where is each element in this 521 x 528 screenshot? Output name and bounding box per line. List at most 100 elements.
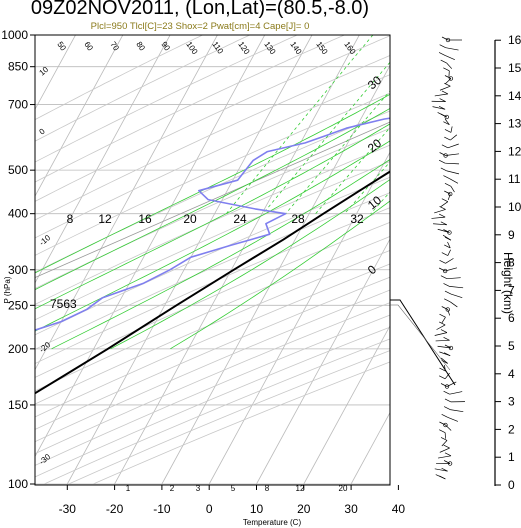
wind-barb-calm (448, 345, 454, 351)
wind-barb (438, 52, 446, 56)
wind-barb (440, 113, 447, 118)
mixing-ratio-label: 1 (126, 484, 131, 493)
wind-barb (441, 413, 448, 418)
moist-adiabat-label: 20 (183, 212, 197, 226)
wind-barb (443, 390, 450, 395)
wind-barb (437, 455, 452, 459)
wind-barb (432, 106, 446, 110)
wind-barb (443, 460, 451, 464)
x-tick-label: -10 (153, 502, 171, 516)
wind-barb (445, 424, 452, 431)
wind-barb (444, 190, 451, 195)
wind-barb (450, 134, 458, 141)
wind-barb (439, 421, 446, 426)
x-tick-label: 10 (250, 502, 264, 516)
wind-barb (445, 47, 459, 51)
height-axis-title: Height (km) (501, 252, 515, 314)
moist-adiabat-line (35, 107, 390, 291)
wind-barb (444, 344, 452, 349)
x-tick-label: 20 (297, 502, 311, 516)
height-tick-label: 14 (508, 89, 521, 103)
dry-adiabat-line (35, 35, 390, 202)
wind-barb (441, 317, 446, 324)
wind-barb (447, 309, 450, 316)
wind-barbs (431, 36, 465, 480)
wind-barb (441, 360, 448, 364)
height-tick-label: 15 (508, 61, 521, 75)
wind-barb (444, 298, 451, 303)
dry-adiabat-line (35, 236, 390, 392)
wind-barb (445, 162, 460, 165)
wind-barb (445, 258, 454, 264)
wind-barb-calm (448, 191, 453, 197)
wind-barb (441, 198, 449, 203)
mixing-ratio-line (344, 161, 390, 214)
dry-adiabat-line (35, 176, 390, 336)
dry-adiabat-line (35, 35, 346, 183)
wind-barb-calm (448, 76, 454, 81)
mixing-ratio-label: 3 (196, 484, 201, 493)
height-tick-label: 8 (508, 256, 515, 270)
wind-barb (443, 352, 451, 357)
wind-barb (441, 306, 448, 310)
wind-barb (444, 55, 455, 61)
dry-adiabat-line (35, 263, 390, 418)
plot-frame (34, 34, 391, 486)
wind-barb (439, 85, 451, 91)
dry-adiabat-line (35, 160, 390, 321)
dry-adiabat-line (35, 74, 390, 239)
wind-barb (439, 152, 446, 156)
y-tick-label: 400 (8, 207, 28, 221)
wind-barb (447, 143, 459, 149)
wind-barb (444, 236, 452, 241)
wind-barb (450, 126, 453, 133)
y-tick-label: 150 (8, 398, 28, 412)
dry-adiabat-layer (35, 35, 390, 485)
temperature-line (35, 170, 390, 395)
wind-barb (446, 170, 460, 175)
isotherm-line (35, 35, 124, 197)
height-tick-label: 5 (508, 339, 515, 353)
wind-barb (444, 75, 452, 79)
wind-barb (443, 444, 450, 449)
wind-barb (447, 193, 451, 201)
dewpoint-line (35, 117, 390, 331)
wind-barb (440, 275, 448, 280)
wind-barb (439, 375, 446, 380)
wind-barb (444, 129, 452, 133)
wind-barb (433, 223, 447, 226)
mixing-ratio-line (225, 35, 374, 214)
y-tick-label: 700 (8, 98, 28, 112)
wind-barb (443, 229, 450, 233)
x-tick-label: 0 (206, 502, 213, 516)
wind-barb (444, 290, 452, 295)
mixing-ratio-label: 8 (265, 484, 270, 493)
height-tick-label: 11 (508, 172, 521, 186)
wind-barb (450, 409, 464, 413)
moist-adiabat-label: 24 (233, 212, 247, 226)
profile-boundary-line (390, 299, 456, 386)
moist-adiabat-label: 32 (350, 212, 364, 226)
height-tick-label: 6 (508, 311, 515, 325)
wind-barb-calm (444, 384, 450, 389)
height-tick-label: 7 (508, 283, 515, 297)
isotherm-line (161, 64, 390, 485)
wind-barb (441, 440, 448, 447)
wind-barb (447, 416, 459, 422)
wind-barb (435, 339, 450, 342)
dry-adiabat-line (35, 144, 390, 305)
isotherm-line (35, 35, 171, 284)
moist-adiabat-label: 12 (98, 212, 112, 226)
chart-title: 09Z02NOV2011, (Lon,Lat)=(80.5,-8.0) (30, 0, 370, 19)
y-tick-label: 200 (8, 342, 28, 356)
wind-barb (439, 367, 446, 372)
wind-barb (443, 336, 450, 341)
moist-adiabat-label: 16 (138, 212, 152, 226)
wind-barb (444, 182, 452, 187)
wind-barb-calm (443, 422, 448, 428)
wind-barb (434, 468, 448, 472)
series-layer (35, 117, 390, 395)
isotherm-label: 0 (38, 126, 48, 136)
